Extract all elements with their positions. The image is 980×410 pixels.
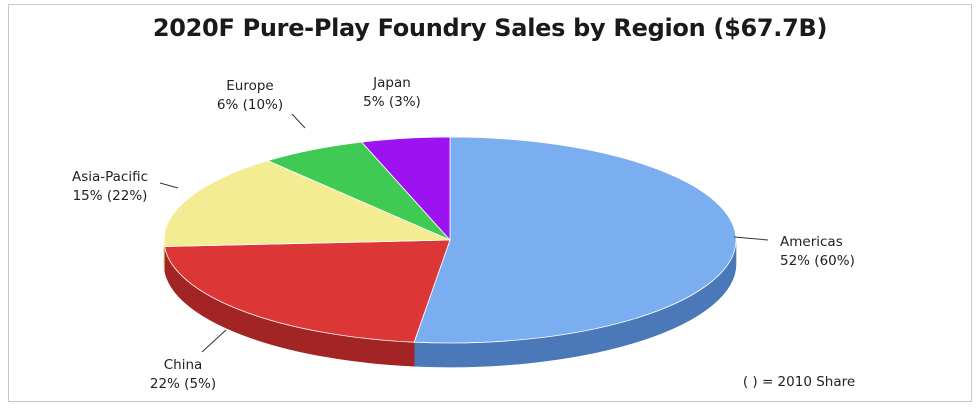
pie-slice-japan	[360, 136, 451, 242]
leader-line-europe	[291, 113, 306, 129]
pie-slice-asia-pacific	[163, 160, 451, 247]
slice-value-asia-pacific: 15% (22%)	[73, 188, 148, 204]
chart-title: 2020F Pure-Play Foundry Sales by Region …	[152, 14, 828, 42]
slice-label-china: China	[164, 357, 203, 373]
slice-value-europe: 6% (10%)	[217, 97, 283, 113]
leader-line-china	[201, 329, 227, 353]
slice-label-americas: Americas	[780, 234, 843, 250]
leader-line-americas	[733, 236, 769, 241]
share-note: ( ) = 2010 Share	[743, 374, 855, 390]
leader-line-asia-pacific	[159, 182, 179, 189]
slice-label-europe: Europe	[226, 78, 273, 94]
pie-slice-americas	[413, 136, 737, 344]
slice-label-japan: Japan	[372, 75, 411, 91]
slice-value-china: 22% (5%)	[150, 376, 216, 392]
pie-slice-china	[164, 239, 451, 343]
slice-value-americas: 52% (60%)	[780, 253, 855, 269]
slice-value-japan: 5% (3%)	[363, 94, 421, 110]
slice-label-asia-pacific: Asia-Pacific	[72, 169, 148, 185]
